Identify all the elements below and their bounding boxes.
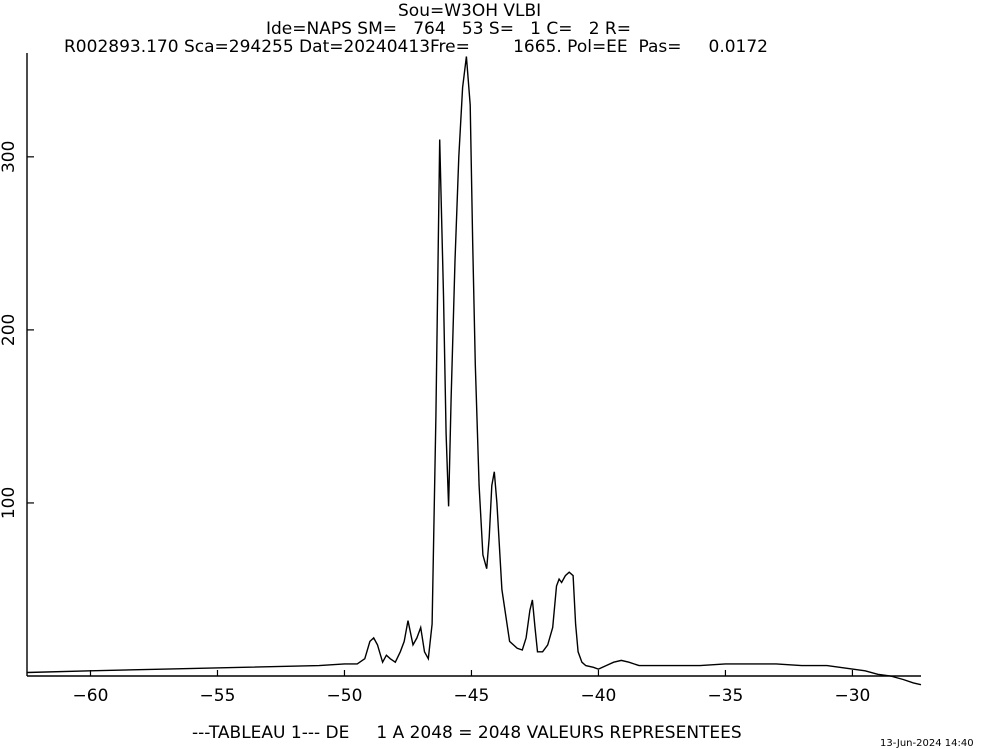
x-tick-label: −50	[327, 686, 363, 706]
x-tick-label: −35	[707, 686, 743, 706]
footer-summary: ---TABLEAU 1--- DE 1 A 2048 = 2048 VALEU…	[192, 723, 742, 743]
y-tick-label: 100	[0, 487, 19, 519]
x-tick-label: −55	[200, 686, 236, 706]
y-tick-label: 200	[0, 314, 19, 346]
y-tick-label: 300	[0, 141, 19, 173]
chart-axes	[26, 53, 921, 677]
header-scan-line: R002893.170 Sca=294255 Dat=20240413Fre= …	[64, 37, 768, 57]
spectrum-series-line	[26, 56, 922, 686]
y-axis-ticks: 100 200 300	[0, 141, 34, 519]
x-tick-label: −40	[581, 686, 617, 706]
header-ident-line: Ide=NAPS SM= 764 53 S= 1 C= 2 R=	[266, 19, 631, 39]
x-tick-label: −45	[454, 686, 490, 706]
timestamp: 13-Jun-2024 14:40	[880, 738, 974, 749]
header-title: Sou=W3OH VLBI	[398, 1, 542, 21]
x-axis-ticks: −60 −55 −50 −45 −40 −35 −30	[73, 670, 870, 706]
x-tick-label: −30	[834, 686, 870, 706]
x-tick-label: −60	[73, 686, 109, 706]
